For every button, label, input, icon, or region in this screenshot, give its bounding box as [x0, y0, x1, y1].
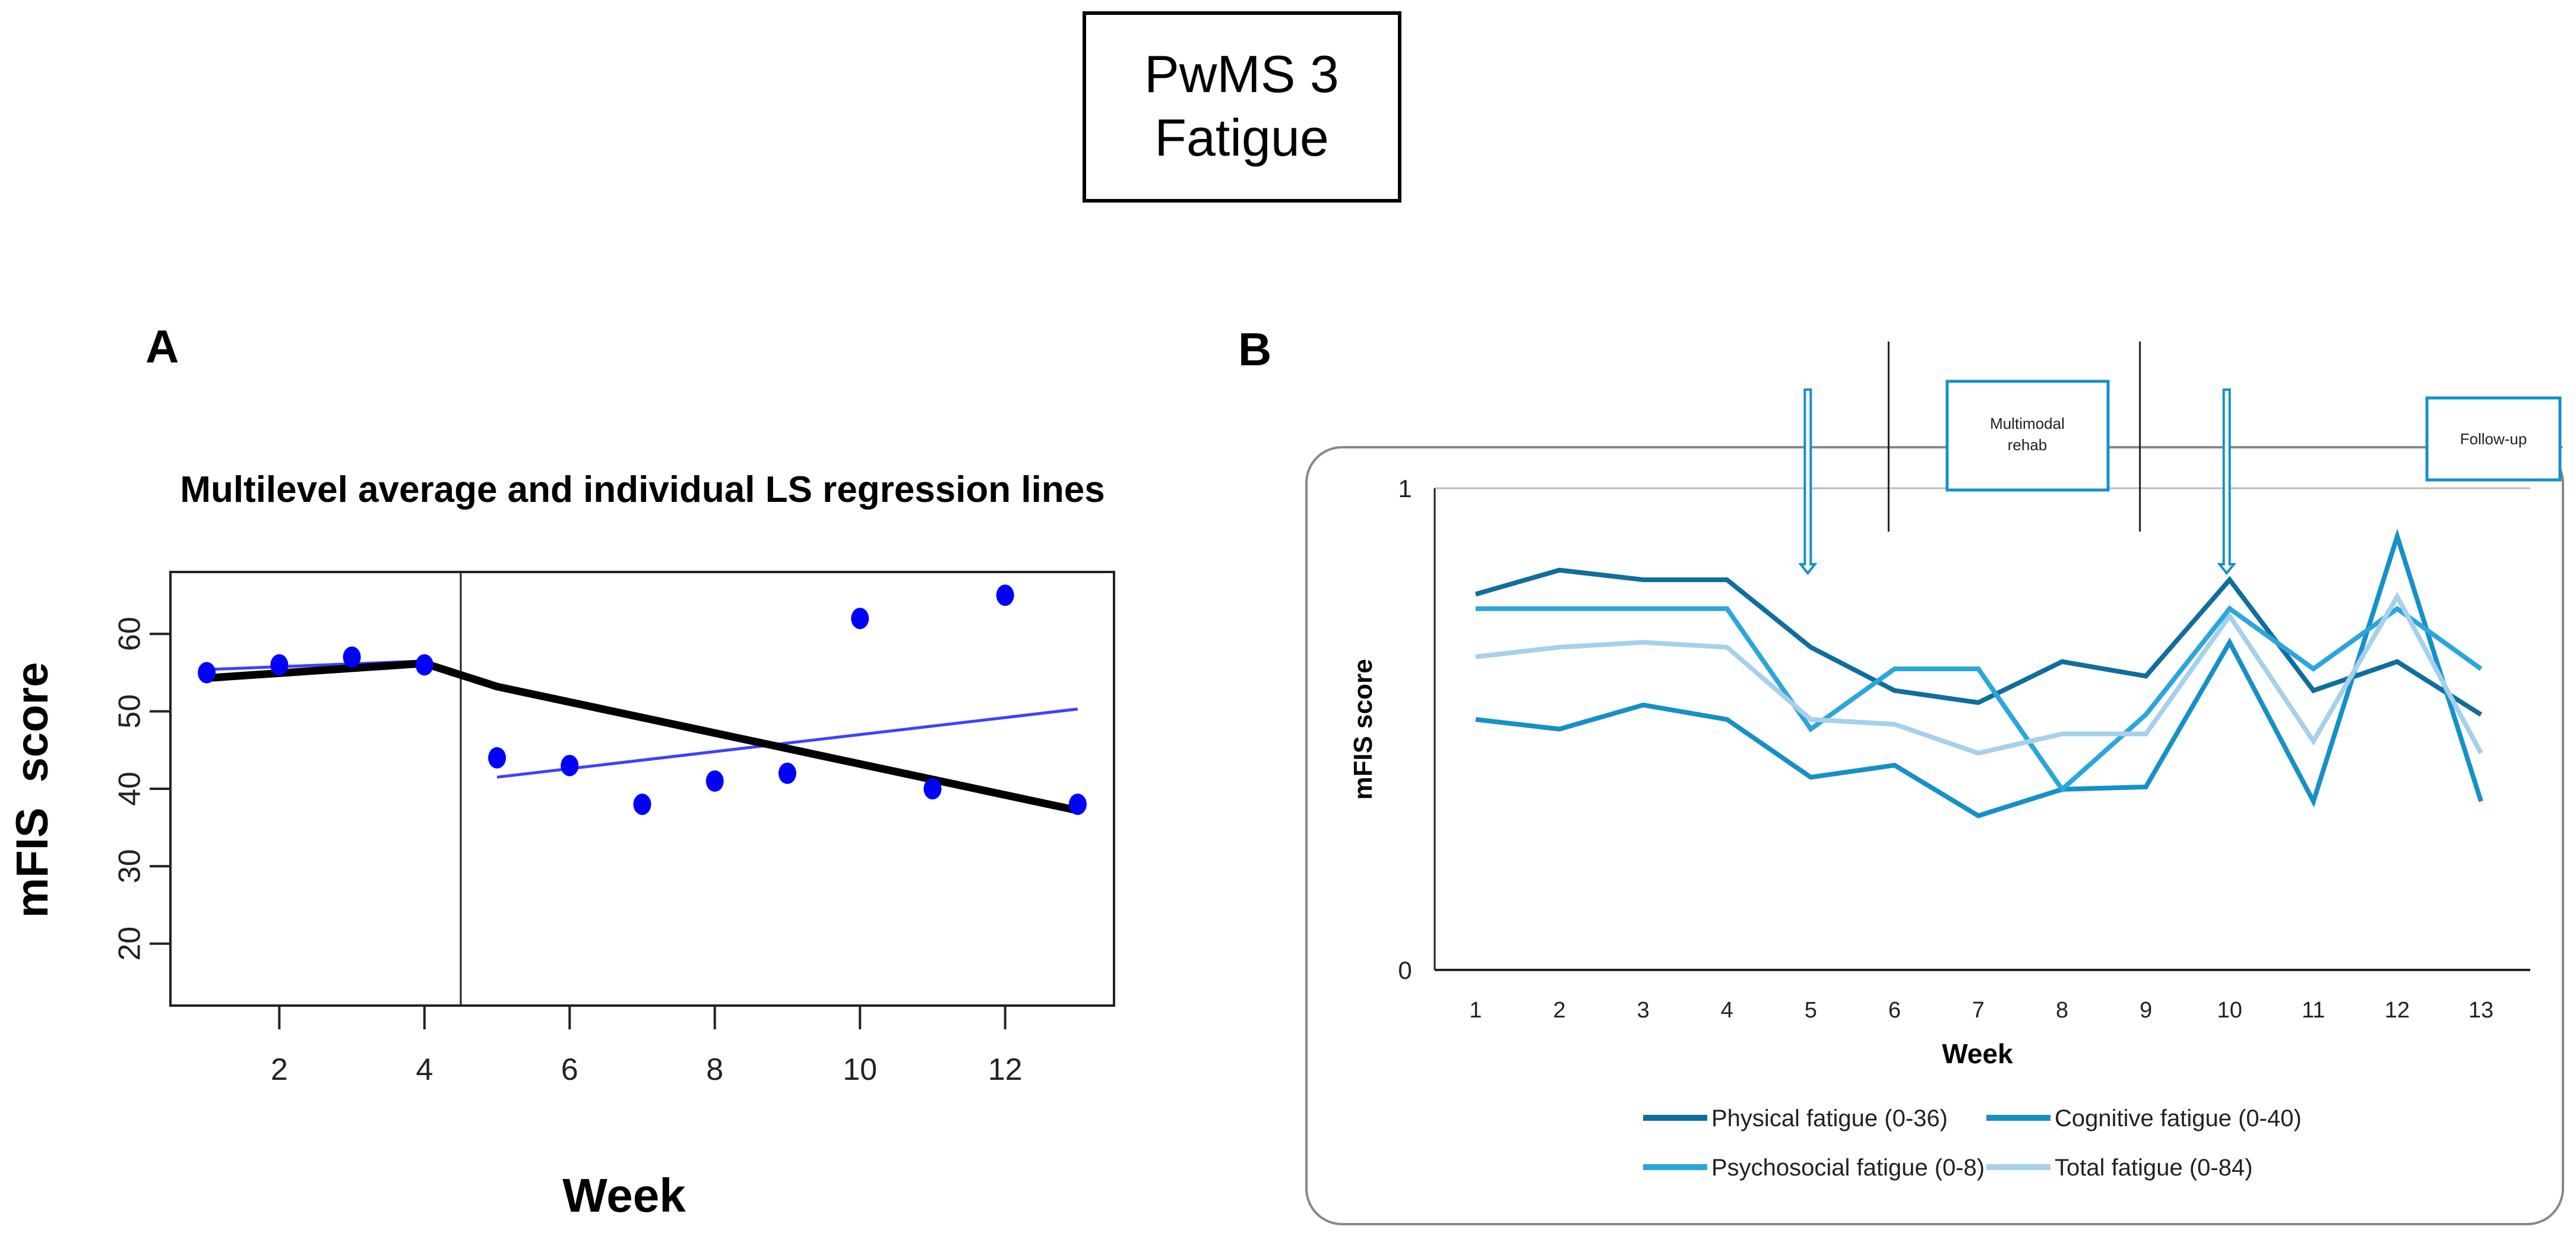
panel-b-xlabel: Week [1942, 1038, 2013, 1069]
x-tick-label: 7 [1972, 998, 1985, 1023]
x-tick-label: 5 [1805, 998, 1817, 1023]
data-point [343, 646, 361, 668]
y-tick-label: 0 [1398, 956, 1412, 984]
arrow-down-icon [1798, 388, 1818, 576]
header-line1: PwMS 3 [1144, 45, 1339, 103]
x-tick-label: 6 [561, 1052, 578, 1087]
legend-label: Total fatigue (0-84) [2055, 1155, 2253, 1181]
panel-a-ylabel: mFIS score [7, 662, 58, 918]
x-tick-label: 2 [271, 1052, 288, 1087]
data-point [705, 770, 724, 792]
data-point [270, 654, 289, 676]
data-point [415, 654, 433, 676]
y-tick-label: 60 [113, 617, 147, 651]
data-point [561, 754, 579, 776]
data-point [198, 662, 216, 684]
x-tick-label: 9 [2140, 998, 2152, 1023]
panel-b-ylabel: mFIS score [1349, 659, 1378, 799]
data-point [923, 778, 942, 799]
data-point [633, 794, 651, 816]
x-tick-label: 8 [706, 1052, 723, 1087]
series-line-3 [1475, 592, 2483, 756]
y-tick-label: 20 [113, 927, 147, 961]
rehab-box-line2: rehab [2008, 436, 2047, 454]
x-tick-label: 1 [1469, 998, 1482, 1023]
panel-a-xlabel: Week [562, 1169, 686, 1222]
header-line2: Fatigue [1154, 108, 1329, 167]
x-tick-label: 12 [2385, 998, 2410, 1023]
series-line-0 [1474, 567, 2483, 717]
followup-box [2425, 396, 2562, 482]
y-tick-label: 1 [1398, 475, 1412, 502]
individual-regression-line [496, 707, 1078, 779]
average-regression-line [206, 659, 1079, 814]
legend-label: Psychosocial fatigue (0-8) [1711, 1155, 1985, 1181]
data-point [778, 762, 796, 784]
y-tick-label: 50 [113, 694, 147, 729]
y-tick-label: 40 [113, 772, 147, 806]
panel-a-plot: 2 4 6 8 10 12 20 30 40 50 60 [113, 571, 1115, 1087]
x-tick-label: 11 [2302, 998, 2325, 1023]
rehab-box [1945, 380, 2110, 492]
data-point [1068, 794, 1087, 816]
series-line-1 [1475, 528, 2483, 818]
panel-b-label: B [1238, 323, 1271, 375]
x-tick-label: 3 [1637, 998, 1650, 1023]
x-tick-label: 6 [1888, 998, 1901, 1023]
data-point [488, 747, 507, 769]
data-point [996, 584, 1014, 606]
legend-label: Physical fatigue (0-36) [1711, 1105, 1948, 1131]
arrow-down-icon [2217, 388, 2236, 576]
x-tick-label: 12 [988, 1052, 1023, 1087]
legend-label: Cognitive fatigue (0-40) [2055, 1105, 2302, 1131]
x-tick-label: 4 [416, 1052, 433, 1087]
panel-b-legend: Physical fatigue (0-36) Cognitive fatigue… [1643, 1105, 2302, 1181]
panel-a-title: Multilevel average and individual LS reg… [180, 469, 1105, 510]
x-tick-label: 10 [843, 1052, 877, 1087]
panel-a-label: A [145, 320, 179, 372]
data-point [851, 608, 869, 630]
y-tick-label: 30 [113, 849, 147, 883]
series-line-2 [1476, 605, 2483, 793]
x-tick-label: 13 [2469, 998, 2493, 1023]
x-tick-label: 4 [1721, 998, 1733, 1023]
x-tick-label: 2 [1553, 998, 1566, 1023]
rehab-box-line1: Multimodal [1990, 415, 2065, 432]
followup-box-label: Follow-up [2460, 430, 2527, 448]
x-tick-label: 8 [2056, 998, 2068, 1023]
x-tick-label: 10 [2217, 998, 2242, 1023]
header-box: PwMS 3 Fatigue [1083, 11, 1401, 203]
